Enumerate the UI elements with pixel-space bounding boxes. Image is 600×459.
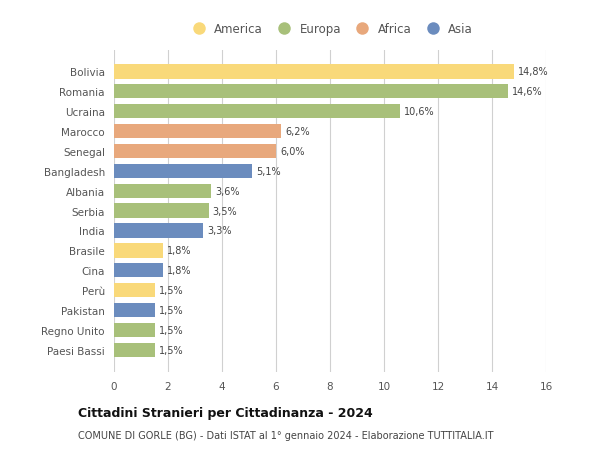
Text: COMUNE DI GORLE (BG) - Dati ISTAT al 1° gennaio 2024 - Elaborazione TUTTITALIA.I: COMUNE DI GORLE (BG) - Dati ISTAT al 1° … (78, 430, 493, 440)
Legend: America, Europa, Africa, Asia: America, Europa, Africa, Asia (185, 21, 475, 39)
Text: 3,3%: 3,3% (207, 226, 232, 236)
Text: 14,6%: 14,6% (512, 87, 543, 97)
Bar (114, 85, 508, 99)
Bar (114, 65, 514, 79)
Text: 6,0%: 6,0% (280, 146, 305, 157)
Bar (114, 343, 155, 357)
Bar (114, 164, 252, 179)
Text: 1,8%: 1,8% (167, 266, 191, 276)
Bar (114, 263, 163, 278)
Bar (114, 224, 203, 238)
Bar (114, 323, 155, 337)
Text: 3,5%: 3,5% (212, 206, 237, 216)
Text: 1,5%: 1,5% (158, 325, 183, 335)
Text: 1,5%: 1,5% (158, 305, 183, 315)
Text: 5,1%: 5,1% (256, 167, 280, 176)
Bar (114, 244, 163, 258)
Text: 14,8%: 14,8% (518, 67, 548, 77)
Bar (114, 283, 155, 297)
Text: 1,5%: 1,5% (158, 345, 183, 355)
Bar (114, 184, 211, 198)
Bar (114, 204, 209, 218)
Text: 1,8%: 1,8% (167, 246, 191, 256)
Text: 10,6%: 10,6% (404, 107, 435, 117)
Bar (114, 125, 281, 139)
Text: 3,6%: 3,6% (215, 186, 240, 196)
Bar (114, 105, 400, 119)
Text: Cittadini Stranieri per Cittadinanza - 2024: Cittadini Stranieri per Cittadinanza - 2… (78, 406, 373, 419)
Text: 1,5%: 1,5% (158, 285, 183, 296)
Bar (114, 145, 276, 159)
Bar (114, 303, 155, 318)
Text: 6,2%: 6,2% (286, 127, 310, 137)
